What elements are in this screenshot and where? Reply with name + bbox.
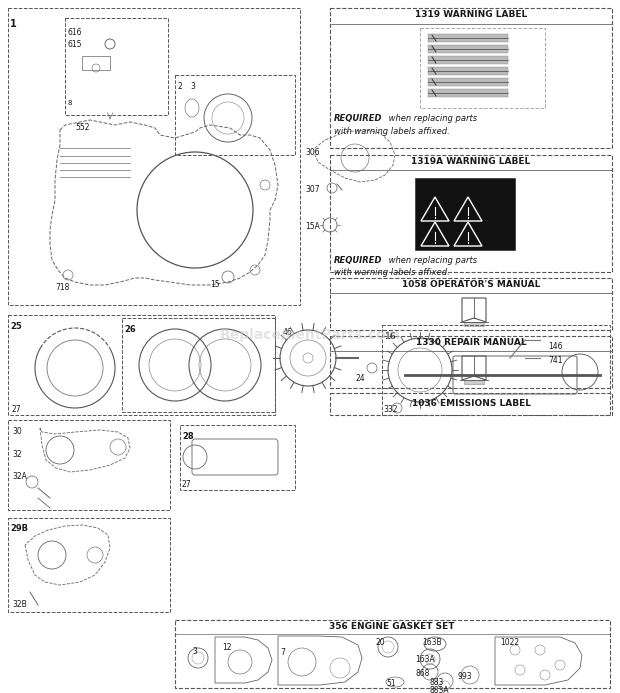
Text: when replacing parts: when replacing parts: [386, 114, 477, 123]
Text: 27: 27: [12, 405, 22, 414]
Text: 1036 EMISSIONS LABEL: 1036 EMISSIONS LABEL: [412, 399, 531, 408]
Bar: [65, 18, 168, 115]
Text: 30: 30: [12, 427, 22, 436]
Bar: [330, 155, 612, 272]
Bar: [464, 380, 484, 384]
Bar: [330, 8, 612, 148]
Text: 25: 25: [10, 322, 22, 331]
Text: 1319 WARNING LABEL: 1319 WARNING LABEL: [415, 10, 527, 19]
Text: 51: 51: [386, 679, 396, 688]
Text: 163A: 163A: [415, 655, 435, 664]
Text: 741: 741: [548, 356, 562, 365]
Text: with warning labels affixed.: with warning labels affixed.: [334, 127, 450, 136]
Text: 32B: 32B: [12, 600, 27, 609]
Bar: [428, 89, 508, 97]
Bar: [330, 278, 612, 330]
Text: ReplacementParts.com: ReplacementParts.com: [219, 328, 401, 342]
Bar: [330, 393, 612, 415]
Bar: [175, 75, 295, 155]
Text: REQUIRED: REQUIRED: [334, 256, 383, 265]
Text: 1058 OPERATOR'S MANUAL: 1058 OPERATOR'S MANUAL: [402, 280, 540, 289]
Text: 332: 332: [383, 405, 397, 414]
Text: 3: 3: [190, 82, 195, 91]
Text: 615: 615: [68, 40, 82, 49]
Text: 7: 7: [280, 648, 285, 657]
Text: 46: 46: [283, 328, 293, 337]
Text: 28: 28: [182, 432, 193, 441]
Text: 306: 306: [305, 148, 320, 157]
Text: 12: 12: [222, 643, 231, 652]
Bar: [428, 78, 508, 86]
Text: REQUIRED: REQUIRED: [334, 114, 383, 123]
Text: 20: 20: [375, 638, 384, 647]
Text: 146: 146: [548, 342, 562, 351]
Bar: [180, 425, 295, 490]
Bar: [175, 620, 610, 688]
Text: 993: 993: [458, 672, 472, 681]
Text: 15: 15: [210, 280, 219, 289]
Text: 883A: 883A: [430, 686, 450, 693]
Bar: [420, 28, 545, 108]
Bar: [330, 336, 612, 388]
Text: 3: 3: [192, 647, 197, 656]
Bar: [8, 518, 170, 612]
Text: 8: 8: [68, 100, 73, 106]
Text: 868: 868: [415, 669, 430, 678]
Text: 616: 616: [68, 28, 82, 37]
Bar: [8, 420, 170, 510]
Text: 2: 2: [178, 82, 183, 91]
Bar: [382, 325, 610, 415]
Text: 552: 552: [75, 123, 89, 132]
Text: 32A: 32A: [12, 472, 27, 481]
Text: 15A: 15A: [305, 222, 320, 231]
Bar: [82, 56, 110, 70]
Bar: [8, 315, 275, 415]
Text: 24: 24: [355, 374, 365, 383]
Bar: [428, 67, 508, 75]
Text: 356 ENGINE GASKET SET: 356 ENGINE GASKET SET: [329, 622, 454, 631]
Bar: [464, 322, 484, 326]
Text: 16: 16: [384, 332, 396, 341]
Text: 1330 REPAIR MANUAL: 1330 REPAIR MANUAL: [415, 338, 526, 347]
Text: 27: 27: [182, 480, 192, 489]
Text: 163B: 163B: [422, 638, 441, 647]
Bar: [8, 8, 300, 305]
Text: 307: 307: [305, 185, 320, 194]
Bar: [122, 318, 275, 412]
Text: 32: 32: [12, 450, 22, 459]
Bar: [415, 178, 515, 250]
Bar: [428, 45, 508, 53]
Text: 1: 1: [10, 19, 17, 29]
Text: 26: 26: [124, 325, 136, 334]
Text: when replacing parts: when replacing parts: [386, 256, 477, 265]
Text: 29B: 29B: [10, 524, 28, 533]
Bar: [428, 34, 508, 42]
Bar: [428, 56, 508, 64]
Text: 718: 718: [55, 283, 69, 292]
Text: with warning labels affixed.: with warning labels affixed.: [334, 268, 450, 277]
Text: 1319A WARNING LABEL: 1319A WARNING LABEL: [412, 157, 531, 166]
Text: 883: 883: [430, 678, 445, 687]
Text: 1022: 1022: [500, 638, 519, 647]
